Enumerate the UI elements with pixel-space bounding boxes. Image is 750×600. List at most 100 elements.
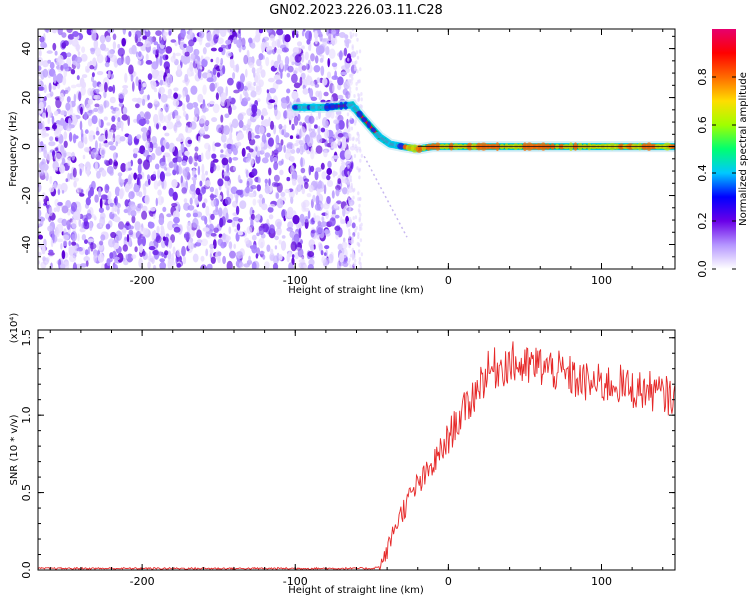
noise-speck bbox=[349, 146, 356, 151]
noise-speck bbox=[349, 79, 352, 84]
noise-speck bbox=[115, 125, 120, 130]
noise-speck bbox=[348, 86, 352, 91]
noise-speck bbox=[83, 147, 90, 153]
noise-speck bbox=[288, 262, 293, 269]
noise-speck bbox=[250, 218, 254, 229]
noise-speck bbox=[217, 37, 224, 45]
noise-speck bbox=[59, 263, 66, 269]
noise-speck bbox=[124, 199, 130, 207]
noise-speck bbox=[184, 51, 190, 57]
noise-speck bbox=[43, 84, 47, 93]
noise-speck bbox=[340, 71, 348, 76]
noise-speck bbox=[211, 153, 217, 159]
noise-speck bbox=[351, 143, 355, 148]
noise-speck bbox=[284, 34, 291, 43]
noise-speck bbox=[355, 81, 358, 86]
noise-speck bbox=[130, 74, 134, 82]
noise-speck bbox=[304, 134, 310, 143]
noise-speck bbox=[105, 223, 111, 230]
noise-speck bbox=[225, 86, 228, 97]
noise-speck bbox=[238, 29, 241, 34]
noise-speck bbox=[301, 187, 306, 195]
noise-speck bbox=[337, 120, 345, 130]
noise-speck bbox=[94, 161, 98, 172]
noise-speck bbox=[122, 244, 128, 252]
noise-speck bbox=[264, 185, 271, 194]
noise-speck bbox=[122, 106, 128, 115]
noise-speck bbox=[346, 112, 350, 117]
noise-speck bbox=[98, 118, 101, 128]
noise-speck bbox=[221, 169, 225, 179]
noise-speck bbox=[351, 29, 355, 32]
noise-speck bbox=[138, 51, 142, 58]
noise-speck bbox=[38, 107, 44, 114]
noise-speck bbox=[314, 55, 319, 64]
noise-speck bbox=[64, 89, 69, 94]
track-blob bbox=[379, 135, 386, 143]
noise-speck bbox=[182, 103, 186, 112]
noise-speck bbox=[292, 214, 300, 225]
noise-speck bbox=[172, 191, 178, 201]
noise-speck bbox=[104, 54, 108, 62]
noise-speck bbox=[143, 187, 147, 197]
noise-speck bbox=[314, 124, 318, 129]
noise-speck bbox=[117, 117, 121, 122]
noise-speck bbox=[220, 57, 224, 66]
noise-speck bbox=[149, 207, 156, 212]
noise-speck bbox=[120, 162, 127, 173]
noise-speck bbox=[95, 47, 101, 57]
noise-speck bbox=[71, 218, 77, 229]
noise-speck bbox=[294, 142, 299, 147]
noise-speck bbox=[351, 235, 354, 239]
noise-speck bbox=[70, 201, 78, 212]
noise-speck bbox=[168, 239, 173, 249]
noise-speck bbox=[113, 216, 121, 223]
noise-speck bbox=[291, 178, 297, 186]
noise-speck bbox=[165, 46, 173, 54]
track-blob bbox=[292, 104, 299, 110]
noise-speck bbox=[270, 248, 274, 255]
noise-speck bbox=[273, 174, 280, 182]
noise-speck bbox=[291, 61, 295, 66]
noise-speck bbox=[354, 228, 357, 233]
noise-speck bbox=[294, 54, 302, 63]
noise-speck bbox=[205, 42, 211, 48]
noise-speck bbox=[233, 166, 236, 171]
noise-speck bbox=[343, 47, 348, 57]
noise-speck bbox=[61, 190, 65, 194]
noise-speck bbox=[84, 239, 88, 245]
noise-speck bbox=[139, 226, 143, 233]
noise-speck bbox=[318, 243, 323, 252]
noise-speck bbox=[66, 96, 71, 103]
noise-speck bbox=[194, 174, 197, 178]
noise-speck bbox=[275, 79, 283, 85]
noise-speck bbox=[251, 261, 257, 269]
noise-speck bbox=[187, 241, 192, 250]
noise-speck bbox=[52, 168, 59, 172]
noise-speck bbox=[293, 82, 301, 89]
noise-speck bbox=[150, 80, 157, 90]
noise-speck bbox=[301, 45, 305, 50]
noise-speck bbox=[139, 88, 144, 95]
noise-speck bbox=[108, 238, 115, 248]
noise-speck bbox=[360, 92, 363, 96]
noise-speck bbox=[176, 249, 181, 258]
noise-speck bbox=[48, 187, 55, 193]
noise-speck bbox=[315, 145, 323, 154]
noise-speck bbox=[233, 243, 236, 249]
noise-speck bbox=[351, 60, 354, 65]
noise-speck bbox=[321, 256, 327, 264]
noise-speck bbox=[191, 192, 196, 199]
noise-speck bbox=[337, 76, 344, 86]
noise-speck bbox=[239, 262, 244, 268]
noise-speck bbox=[236, 39, 243, 49]
noise-speck bbox=[162, 206, 167, 212]
noise-speck bbox=[159, 35, 162, 44]
noise-speck bbox=[118, 102, 124, 107]
noise-speck bbox=[157, 195, 164, 206]
noise-speck bbox=[89, 220, 93, 231]
noise-speck bbox=[107, 49, 114, 59]
noise-speck bbox=[354, 215, 358, 220]
noise-speck bbox=[180, 29, 186, 38]
